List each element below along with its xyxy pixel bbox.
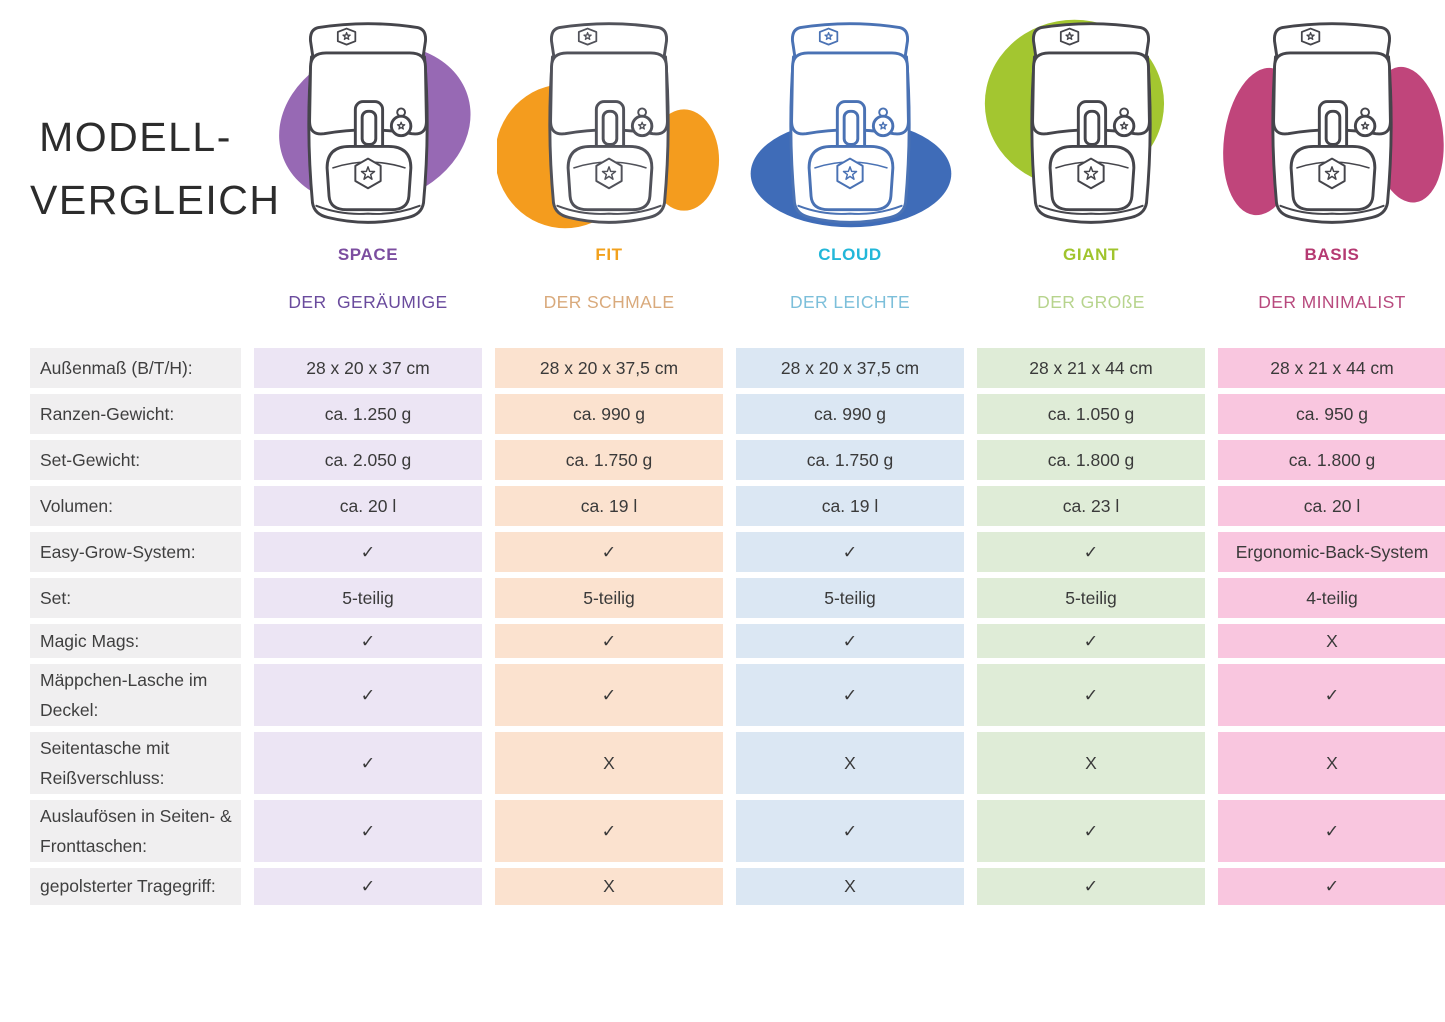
table-cell: ca. 950 g [1218, 394, 1445, 434]
table-cell: ca. 19 l [495, 486, 723, 526]
table-cell: ✓ [495, 800, 723, 862]
backpack-cloud-illustration [750, 8, 952, 228]
table-cell: ✓ [736, 532, 964, 572]
table-cell: ✓ [977, 624, 1205, 658]
row-label: Außenmaß (B/T/H): [30, 348, 241, 388]
model-name-fit: FIT [595, 245, 623, 264]
table-cell: ca. 1.750 g [736, 440, 964, 480]
table-cell: ✓ [736, 800, 964, 862]
table-cell: 4-teilig [1218, 578, 1445, 618]
table-cell: ca. 19 l [736, 486, 964, 526]
backpack-line-art [309, 24, 427, 223]
table-cell: ✓ [495, 532, 723, 572]
table-cell: X [977, 732, 1205, 794]
table-cell: ca. 1.750 g [495, 440, 723, 480]
backpack-basis-illustration [1223, 8, 1444, 240]
table-cell: ✓ [1218, 800, 1445, 862]
row-label: Easy-Grow-System: [30, 532, 241, 572]
table-cell: X [1218, 732, 1445, 794]
table-cell: ca. 1.050 g [977, 394, 1205, 434]
table-cell: ✓ [977, 664, 1205, 726]
backpack-line-art [550, 24, 668, 223]
model-header-space: SPACE DER GERÄUMIGE [254, 0, 482, 348]
table-cell: X [736, 732, 964, 794]
table-cell: 28 x 21 x 44 cm [1218, 348, 1445, 388]
table-cell: X [495, 868, 723, 905]
table-cell: ✓ [977, 868, 1205, 905]
model-header-basis: BASIS DER MINIMALIST [1218, 0, 1445, 348]
table-cell: ca. 990 g [736, 394, 964, 434]
model-name-space: SPACE [337, 245, 399, 264]
table-cell: ✓ [736, 664, 964, 726]
table-cell: ✓ [254, 800, 482, 862]
table-cell: 28 x 20 x 37,5 cm [495, 348, 723, 388]
comparison-table: Außenmaß (B/T/H): 28 x 20 x 37 cm 28 x 2… [0, 348, 1445, 905]
table-cell: ca. 20 l [1218, 486, 1445, 526]
table-cell: ✓ [254, 868, 482, 905]
row-label: Auslaufösen in Seiten- & Fronttaschen: [30, 800, 241, 862]
row-label: Volumen: [30, 486, 241, 526]
table-cell: ✓ [977, 800, 1205, 862]
table-cell: ✓ [1218, 664, 1445, 726]
row-label: Set-Gewicht: [30, 440, 241, 480]
table-cell: 5-teilig [495, 578, 723, 618]
table-cell: 5-teilig [977, 578, 1205, 618]
table-cell: ✓ [254, 732, 482, 794]
backpack-space-illustration [279, 8, 471, 240]
model-name-giant: GIANT [1063, 245, 1119, 264]
page-title-line2: VERGLEICH [30, 177, 281, 223]
row-label: Set: [30, 578, 241, 618]
table-cell: 28 x 20 x 37,5 cm [736, 348, 964, 388]
table-cell: X [1218, 624, 1445, 658]
table-cell: ✓ [495, 664, 723, 726]
table-cell: ca. 2.050 g [254, 440, 482, 480]
row-label: Ranzen-Gewicht: [30, 394, 241, 434]
model-subtitle-space: DER GERÄUMIGE [288, 292, 448, 312]
table-cell: 5-teilig [254, 578, 482, 618]
table-cell: ca. 1.250 g [254, 394, 482, 434]
row-label: Mäppchen-Lasche im Deckel: [30, 664, 241, 726]
model-subtitle-cloud: DER LEICHTE [789, 292, 911, 312]
model-subtitle-fit: DER SCHMALE [543, 292, 675, 312]
table-cell: ✓ [254, 664, 482, 726]
model-name-cloud: CLOUD [818, 245, 882, 264]
row-label: gepolsterter Tragegriff: [30, 868, 241, 905]
model-header-giant: GIANT DER GROßE [977, 0, 1205, 348]
table-cell: ✓ [1218, 868, 1445, 905]
table-cell: ca. 1.800 g [1218, 440, 1445, 480]
model-subtitle-basis: DER MINIMALIST [1258, 292, 1406, 312]
page-title-line1: MODELL- [39, 114, 232, 160]
table-cell: ✓ [977, 532, 1205, 572]
page-title: MODELL- VERGLEICH [30, 0, 281, 348]
backpack-fit-illustration [497, 8, 720, 229]
table-cell: ca. 20 l [254, 486, 482, 526]
model-subtitle-giant: DER GROßE [1037, 292, 1145, 312]
table-cell: 28 x 20 x 37 cm [254, 348, 482, 388]
model-header-cloud: CLOUD DER LEICHTE [736, 0, 964, 348]
backpack-line-art [791, 24, 909, 223]
model-header-fit: FIT DER SCHMALE [495, 0, 723, 348]
table-cell: ✓ [736, 624, 964, 658]
table-cell: ca. 23 l [977, 486, 1205, 526]
table-cell: Ergonomic-Back-System [1218, 532, 1445, 572]
table-cell: ✓ [495, 624, 723, 658]
table-cell: X [495, 732, 723, 794]
backpack-giant-illustration [984, 19, 1165, 240]
table-cell: ca. 1.800 g [977, 440, 1205, 480]
row-label: Seitentasche mit Reißverschluss: [30, 732, 241, 794]
model-name-basis: BASIS [1304, 245, 1360, 264]
table-cell: ✓ [254, 532, 482, 572]
backpack-line-art [1032, 24, 1150, 223]
backpack-line-art [1273, 24, 1391, 223]
table-cell: X [736, 868, 964, 905]
table-cell: 5-teilig [736, 578, 964, 618]
header-row: MODELL- VERGLEICH SPACE DER GERÄUMIGE FI… [0, 0, 1445, 348]
row-label: Magic Mags: [30, 624, 241, 658]
table-cell: ✓ [254, 624, 482, 658]
table-cell: 28 x 21 x 44 cm [977, 348, 1205, 388]
table-cell: ca. 990 g [495, 394, 723, 434]
